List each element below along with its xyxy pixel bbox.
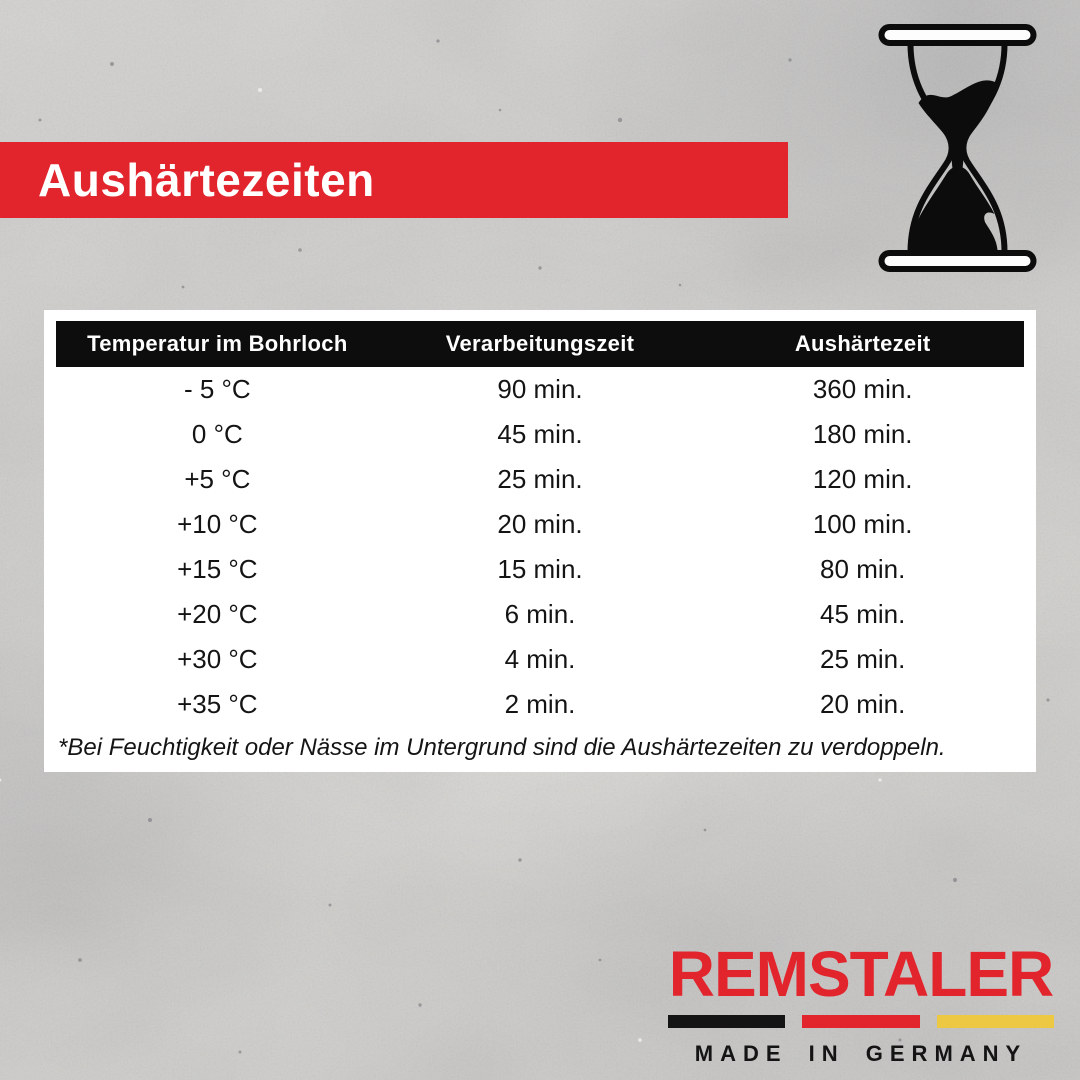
title-banner: Aushärtezeiten: [0, 142, 788, 218]
table-cell: 45 min.: [820, 599, 906, 629]
table-row: +15 °C 15 min. 80 min.: [56, 547, 1024, 592]
table-row: +35 °C 2 min. 20 min.: [56, 682, 1024, 727]
table-cell: +20 °C: [177, 599, 258, 629]
table-cell: +35 °C: [177, 689, 258, 719]
table-footnote: *Bei Feuchtigkeit oder Nässe im Untergru…: [58, 734, 946, 761]
table-row: 0 °C 45 min. 180 min.: [56, 412, 1024, 457]
table-cell: +5 °C: [184, 464, 251, 494]
table-header-row: Temperatur im Bohrloch Verarbeitungszeit…: [56, 321, 1024, 367]
table-cell: 80 min.: [820, 554, 906, 584]
table-cell: 6 min.: [504, 599, 576, 629]
table-cell: +30 °C: [177, 644, 258, 674]
table-cell: 15 min.: [497, 554, 583, 584]
hourglass-icon: [878, 24, 1037, 272]
table-header-cell: Temperatur im Bohrloch: [87, 331, 348, 356]
table-body: - 5 °C 90 min. 360 min. 0 °C 45 min. 180…: [56, 367, 1024, 727]
brand-logo: REMSTALER MADE IN GERMANY: [668, 942, 1054, 1067]
table-cell: 0 °C: [191, 419, 243, 449]
table-header-cell: Verarbeitungszeit: [445, 331, 635, 356]
brand-name: REMSTALER: [668, 938, 1054, 1010]
flag-bar-red: [802, 1015, 920, 1028]
table-cell: 120 min.: [812, 464, 913, 494]
german-flag-bars: [668, 1015, 1054, 1028]
table-cell: - 5 °C: [183, 374, 251, 404]
table-header-cell: Aushärtezeit: [794, 331, 931, 356]
table-cell: 100 min.: [812, 509, 913, 539]
table-row: - 5 °C 90 min. 360 min.: [56, 367, 1024, 412]
table-row: +10 °C 20 min. 100 min.: [56, 502, 1024, 547]
table-cell: 25 min.: [497, 464, 583, 494]
table-cell: 45 min.: [497, 419, 583, 449]
table-row: +20 °C 6 min. 45 min.: [56, 592, 1024, 637]
table-cell: 25 min.: [820, 644, 906, 674]
table-row: +30 °C 4 min. 25 min.: [56, 637, 1024, 682]
table-cell: +15 °C: [177, 554, 258, 584]
table-cell: 20 min.: [497, 509, 583, 539]
flag-bar-black: [668, 1015, 786, 1028]
table-cell: 2 min.: [504, 689, 576, 719]
table-cell: 360 min.: [812, 374, 913, 404]
curing-times-table: Temperatur im Bohrloch Verarbeitungszeit…: [44, 310, 1036, 772]
table-cell: 180 min.: [812, 419, 913, 449]
table-cell: +10 °C: [177, 509, 258, 539]
page-title: Aushärtezeiten: [38, 154, 375, 206]
table-cell: 20 min.: [820, 689, 906, 719]
table-cell: 90 min.: [497, 374, 583, 404]
flag-bar-gold: [936, 1015, 1054, 1028]
brand-tagline: MADE IN GERMANY: [694, 1041, 1028, 1066]
table-cell: 4 min.: [504, 644, 576, 674]
table-row: +5 °C 25 min. 120 min.: [56, 457, 1024, 502]
